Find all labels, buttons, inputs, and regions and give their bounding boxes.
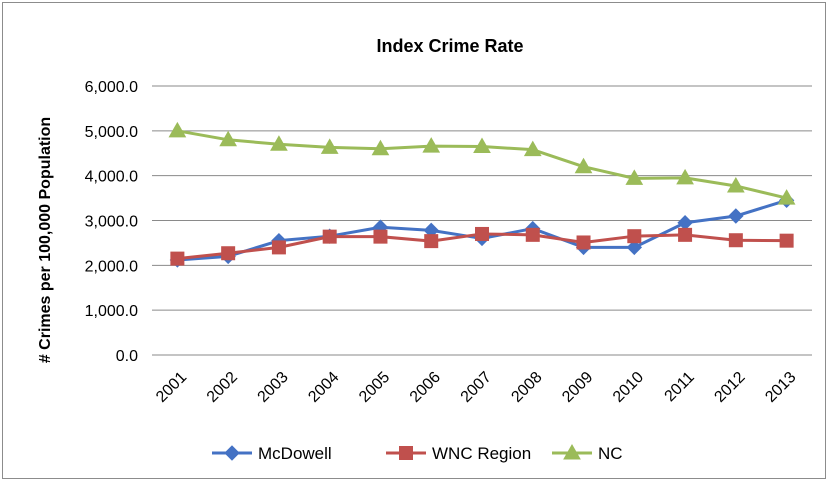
data-point-nc — [777, 189, 796, 205]
x-tick-label: 2005 — [356, 369, 393, 406]
series-lines — [168, 121, 796, 268]
data-point-nc — [219, 130, 238, 147]
x-tick-label: 2002 — [204, 369, 241, 406]
y-tick-label: 2,000.0 — [85, 258, 138, 275]
x-tick-label: 2003 — [255, 369, 292, 406]
x-tick-label: 2004 — [305, 369, 342, 406]
data-point-wnc-region — [627, 229, 642, 244]
data-point-mcdowell — [626, 239, 643, 256]
y-tick-label: 0.0 — [116, 348, 138, 365]
data-point-wnc-region — [373, 229, 388, 244]
legend-marker-mcdowell — [224, 445, 240, 461]
data-point-nc — [473, 137, 491, 154]
y-tick-label: 1,000.0 — [85, 303, 138, 320]
series-nc — [168, 121, 796, 205]
y-tick-label: 5,000.0 — [85, 124, 138, 141]
data-point-wnc-region — [779, 233, 794, 248]
data-point-wnc-region — [525, 227, 540, 242]
x-tick-label: 2013 — [762, 369, 799, 406]
data-point-wnc-region — [322, 229, 337, 244]
x-tick-label: 2001 — [153, 369, 190, 406]
legend-label-mcdowell: McDowell — [258, 444, 332, 463]
data-point-nc — [320, 138, 339, 154]
legend-item-nc: NC — [552, 443, 623, 463]
data-point-nc — [625, 169, 644, 185]
x-tick-label: 2012 — [711, 369, 748, 406]
data-point-wnc-region — [424, 234, 439, 249]
gridlines — [152, 85, 812, 356]
y-tick-label: 3,000.0 — [85, 214, 138, 231]
series-wnc-region — [170, 226, 794, 266]
data-point-nc — [371, 139, 390, 156]
x-tick-label: 2007 — [458, 369, 495, 406]
y-tick-labels: 0.0 1,000.0 2,000.0 3,000.0 4,000.0 5,000.0 6,… — [85, 79, 138, 365]
legend-label-nc: NC — [598, 444, 623, 463]
data-point-wnc-region — [678, 227, 693, 242]
x-tick-labels: 2001 2002 2003 2004 2005 2006 2007 2008 2009 2010… — [153, 369, 799, 406]
data-point-wnc-region — [576, 235, 591, 250]
legend-item-mcdowell: McDowell — [212, 444, 332, 463]
data-point-wnc-region — [271, 240, 286, 255]
x-tick-label: 2009 — [559, 369, 596, 406]
data-point-nc — [270, 135, 288, 151]
legend-label-wnc-region: WNC Region — [432, 444, 531, 463]
x-tick-label: 2008 — [508, 369, 545, 406]
data-point-wnc-region — [221, 246, 236, 261]
data-point-mcdowell — [677, 215, 693, 231]
data-point-nc — [726, 176, 745, 193]
legend: McDowell WNC Region NC — [212, 443, 623, 463]
y-tick-label: 6,000.0 — [85, 79, 138, 96]
y-tick-label: 4,000.0 — [85, 169, 138, 186]
data-point-nc — [422, 137, 441, 153]
data-point-nc — [523, 140, 542, 157]
data-point-wnc-region — [170, 251, 185, 266]
x-tick-label: 2006 — [407, 369, 444, 406]
y-axis-label: # Crimes per 100,000 Population — [37, 117, 54, 363]
data-point-mcdowell — [728, 208, 744, 224]
chart-title: Index Crime Rate — [376, 36, 523, 56]
x-tick-label: 2011 — [662, 369, 698, 405]
data-point-nc — [168, 121, 187, 138]
legend-marker-wnc-region — [399, 446, 413, 460]
data-point-nc — [676, 168, 694, 185]
legend-item-wnc-region: WNC Region — [386, 444, 531, 463]
x-tick-label: 2010 — [610, 369, 647, 406]
legend-marker-nc — [563, 443, 581, 460]
data-point-wnc-region — [475, 226, 489, 241]
data-point-wnc-region — [728, 233, 743, 248]
data-point-nc — [574, 157, 593, 174]
